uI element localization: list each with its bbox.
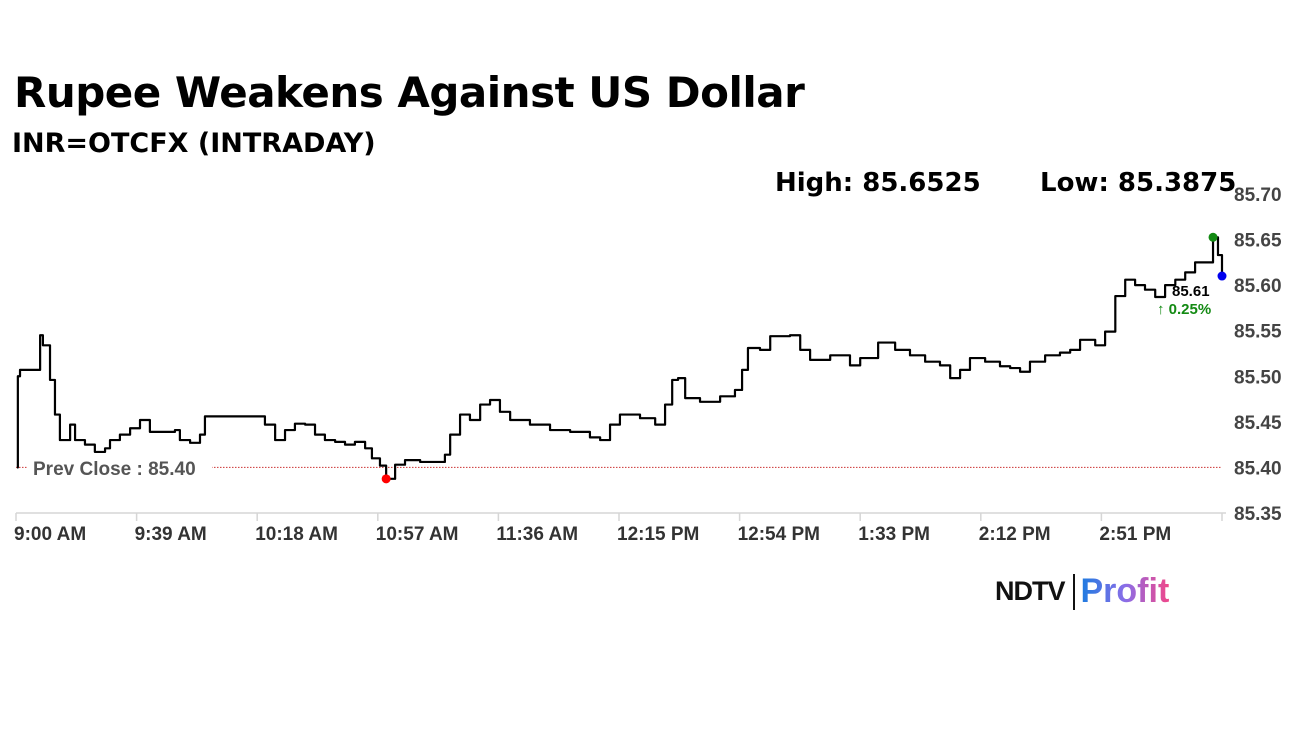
x-tick-label: 9:00 AM — [14, 524, 86, 545]
x-tick-label: 10:18 AM — [255, 524, 338, 545]
prev-close-label: Prev Close : 85.40 — [33, 459, 196, 480]
ndtv-profit-logo: NDTV Profit — [995, 572, 1169, 611]
x-tick-label: 9:39 AM — [135, 524, 207, 545]
high-point-marker — [1208, 232, 1218, 242]
y-tick-label: 85.70 — [1234, 185, 1282, 206]
chart-title: Rupee Weakens Against US Dollar — [14, 68, 805, 117]
x-tick-label: 12:54 PM — [738, 524, 820, 545]
price-line — [16, 236, 1224, 480]
x-tick-label: 2:51 PM — [1099, 524, 1171, 545]
last-point-marker — [1217, 271, 1227, 281]
x-tick-label: 11:36 AM — [496, 524, 578, 545]
chart-subtitle: INR=OTCFX (INTRADAY) — [12, 128, 376, 159]
low-label: Low: 85.3875 — [1040, 168, 1237, 198]
low-point-marker — [381, 474, 391, 484]
x-tick-label: 2:12 PM — [979, 524, 1051, 545]
y-tick-label: 85.65 — [1234, 231, 1282, 252]
y-tick-label: 85.45 — [1234, 413, 1282, 434]
x-tick-label: 10:57 AM — [376, 524, 459, 545]
y-tick-label: 85.60 — [1234, 276, 1282, 297]
x-tick-label: 1:33 PM — [858, 524, 930, 545]
y-tick-label: 85.35 — [1234, 504, 1282, 525]
y-tick-label: 85.40 — [1234, 458, 1282, 479]
logo-ndtv: NDTV — [995, 576, 1065, 606]
last-value-label: 85.61 — [1172, 283, 1210, 300]
logo-divider — [1072, 573, 1075, 610]
logo-profit: Profit — [1080, 572, 1170, 610]
high-label: High: 85.6525 — [775, 168, 981, 198]
y-tick-label: 85.50 — [1234, 367, 1282, 388]
prev-close-label-bg — [28, 455, 212, 481]
y-tick-label: 85.55 — [1234, 322, 1282, 343]
x-tick-label: 12:15 PM — [617, 524, 699, 545]
change-percent-label: ↑ 0.25% — [1157, 301, 1211, 318]
